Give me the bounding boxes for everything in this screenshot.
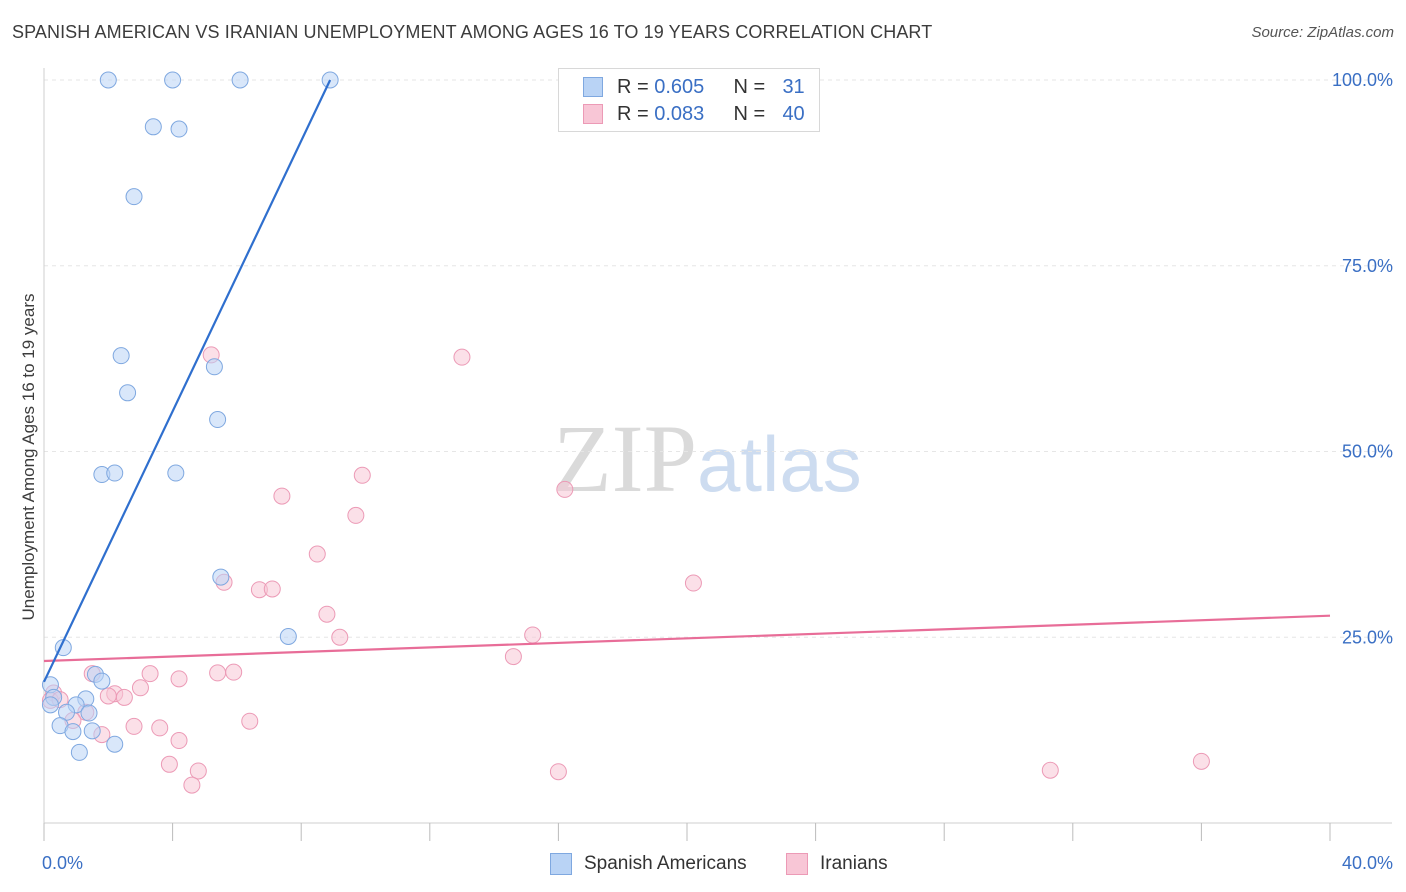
watermark-atlas: atlas bbox=[697, 420, 862, 508]
iranians-point bbox=[453, 348, 471, 366]
spanish-americans-point bbox=[99, 71, 117, 89]
legend-label: Iranians bbox=[820, 853, 888, 874]
chart-title: SPANISH AMERICAN VS IRANIAN UNEMPLOYMENT… bbox=[12, 22, 933, 42]
iranians-point bbox=[273, 487, 291, 505]
legend-n-label: N = bbox=[733, 75, 771, 98]
source-credit: Source: ZipAtlas.com bbox=[1251, 24, 1394, 41]
iranians-point bbox=[549, 763, 567, 781]
spanish-americans-point bbox=[205, 358, 223, 376]
legend-n-value: 31 bbox=[782, 75, 805, 98]
legend-item-spanish-americans[interactable]: Spanish Americans bbox=[550, 852, 747, 876]
spanish-americans-point bbox=[106, 735, 124, 753]
y-tick-label: 100.0% bbox=[1332, 70, 1393, 90]
y-tick-label: 25.0% bbox=[1342, 627, 1393, 647]
legend-r-value: 0.605 bbox=[654, 75, 705, 98]
spanish-americans-point bbox=[212, 568, 230, 586]
spanish-americans-point bbox=[170, 120, 188, 138]
legend-row-spanish-americans: R = 0.605 N = 31 bbox=[583, 75, 805, 99]
iranians-point bbox=[684, 574, 702, 592]
pink-swatch bbox=[786, 853, 808, 875]
iranians-point bbox=[524, 626, 542, 644]
legend-row-iranians: R = 0.083 N = 40 bbox=[583, 102, 805, 126]
iranians-point bbox=[160, 755, 178, 773]
iranians-points bbox=[41, 346, 1210, 794]
iranians-point bbox=[170, 670, 188, 688]
iranians-point bbox=[189, 762, 207, 780]
iranians-trend-line bbox=[43, 614, 1331, 663]
iranians-point bbox=[183, 776, 201, 794]
spanish-americans-point bbox=[112, 347, 130, 365]
iranians-point bbox=[1192, 752, 1210, 770]
iranians-point bbox=[556, 480, 574, 498]
iranians-point bbox=[151, 719, 169, 737]
x-tick-label: 0.0% bbox=[42, 853, 83, 873]
iranians-point bbox=[318, 605, 336, 623]
spanish-americans-point bbox=[279, 628, 297, 646]
pink-swatch bbox=[583, 104, 603, 124]
iranians-point bbox=[504, 648, 522, 666]
iranians-point bbox=[263, 580, 281, 598]
legend-r-label: R = bbox=[617, 75, 655, 98]
legend-n-value: 40 bbox=[782, 102, 805, 125]
spanish-americans-point bbox=[119, 384, 137, 402]
trend-lines bbox=[43, 79, 1331, 683]
iranians-point bbox=[125, 717, 143, 735]
spanish-americans-point bbox=[41, 696, 59, 714]
iranians-point bbox=[225, 663, 243, 681]
iranians-point bbox=[209, 664, 227, 682]
tick-labels: 25.0% 50.0% 75.0% 100.0% 0.0% 40.0% bbox=[42, 70, 1393, 873]
spanish-americans-point bbox=[167, 464, 185, 482]
spanish-americans-trend-line bbox=[43, 79, 332, 683]
x-tick-label: 40.0% bbox=[1342, 853, 1393, 873]
legend-item-iranians[interactable]: Iranians bbox=[786, 852, 888, 876]
iranians-point bbox=[141, 665, 159, 683]
iranians-point bbox=[331, 628, 349, 646]
legend-n-label: N = bbox=[733, 102, 771, 125]
iranians-point bbox=[115, 688, 133, 706]
spanish-americans-point bbox=[231, 71, 249, 89]
blue-swatch bbox=[550, 853, 572, 875]
stats-legend: R = 0.605 N = 31 R = 0.083 N = 40 bbox=[558, 68, 820, 132]
iranians-point bbox=[347, 506, 365, 524]
watermark-zip: ZIP bbox=[553, 405, 697, 512]
spanish-americans-points bbox=[41, 71, 339, 761]
y-tick-label: 50.0% bbox=[1342, 442, 1393, 462]
iranians-point bbox=[170, 732, 188, 750]
legend-r-value: 0.083 bbox=[654, 102, 705, 125]
spanish-americans-point bbox=[70, 743, 88, 761]
iranians-point bbox=[353, 466, 371, 484]
legend-r-label: R = bbox=[617, 102, 655, 125]
spanish-americans-point bbox=[64, 723, 82, 741]
legend-label: Spanish Americans bbox=[584, 853, 747, 874]
spanish-americans-point bbox=[80, 704, 98, 722]
blue-swatch bbox=[583, 77, 603, 97]
iranians-point bbox=[1041, 761, 1059, 779]
spanish-americans-point bbox=[209, 411, 227, 429]
y-tick-label: 75.0% bbox=[1342, 256, 1393, 276]
spanish-americans-point bbox=[93, 672, 111, 690]
spanish-americans-point bbox=[125, 188, 143, 206]
grid-lines bbox=[44, 79, 1392, 638]
iranians-point bbox=[131, 679, 149, 697]
iranians-point bbox=[241, 712, 259, 730]
spanish-americans-point bbox=[83, 722, 101, 740]
spanish-americans-point bbox=[106, 464, 124, 482]
watermark: ZIPatlas bbox=[553, 403, 862, 514]
iranians-point bbox=[99, 687, 117, 705]
spanish-americans-point bbox=[164, 71, 182, 89]
spanish-americans-point bbox=[144, 118, 162, 136]
iranians-point bbox=[308, 545, 326, 563]
